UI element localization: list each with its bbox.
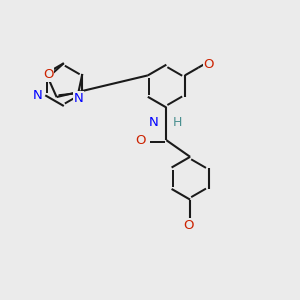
- Text: O: O: [43, 68, 54, 81]
- Text: O: O: [135, 134, 146, 147]
- Text: N: N: [149, 116, 159, 129]
- Text: O: O: [183, 219, 194, 232]
- Text: O: O: [203, 58, 214, 70]
- Text: N: N: [74, 92, 83, 105]
- Text: H: H: [173, 116, 182, 129]
- Text: N: N: [33, 89, 43, 102]
